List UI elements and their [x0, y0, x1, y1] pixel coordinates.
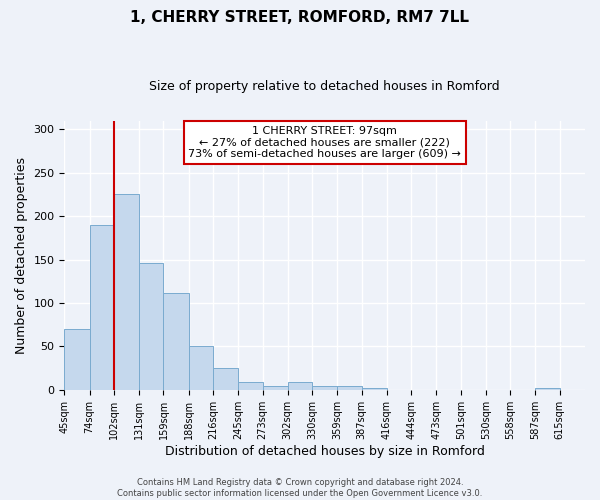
Text: Contains HM Land Registry data © Crown copyright and database right 2024.
Contai: Contains HM Land Registry data © Crown c…	[118, 478, 482, 498]
Bar	[139, 263, 163, 390]
Text: 1, CHERRY STREET, ROMFORD, RM7 7LL: 1, CHERRY STREET, ROMFORD, RM7 7LL	[131, 10, 470, 25]
Bar	[337, 386, 362, 390]
Bar	[238, 382, 263, 390]
X-axis label: Distribution of detached houses by size in Romford: Distribution of detached houses by size …	[165, 444, 485, 458]
Bar	[114, 194, 139, 390]
Title: Size of property relative to detached houses in Romford: Size of property relative to detached ho…	[149, 80, 500, 93]
Y-axis label: Number of detached properties: Number of detached properties	[15, 156, 28, 354]
Text: 1 CHERRY STREET: 97sqm
← 27% of detached houses are smaller (222)
73% of semi-de: 1 CHERRY STREET: 97sqm ← 27% of detached…	[188, 126, 461, 159]
Bar	[163, 294, 188, 390]
Bar	[213, 368, 238, 390]
Bar	[263, 386, 288, 390]
Bar	[312, 386, 337, 390]
Bar	[188, 346, 213, 390]
Bar	[64, 329, 89, 390]
Bar	[362, 388, 387, 390]
Bar	[535, 388, 560, 390]
Bar	[89, 225, 114, 390]
Bar	[288, 382, 312, 390]
